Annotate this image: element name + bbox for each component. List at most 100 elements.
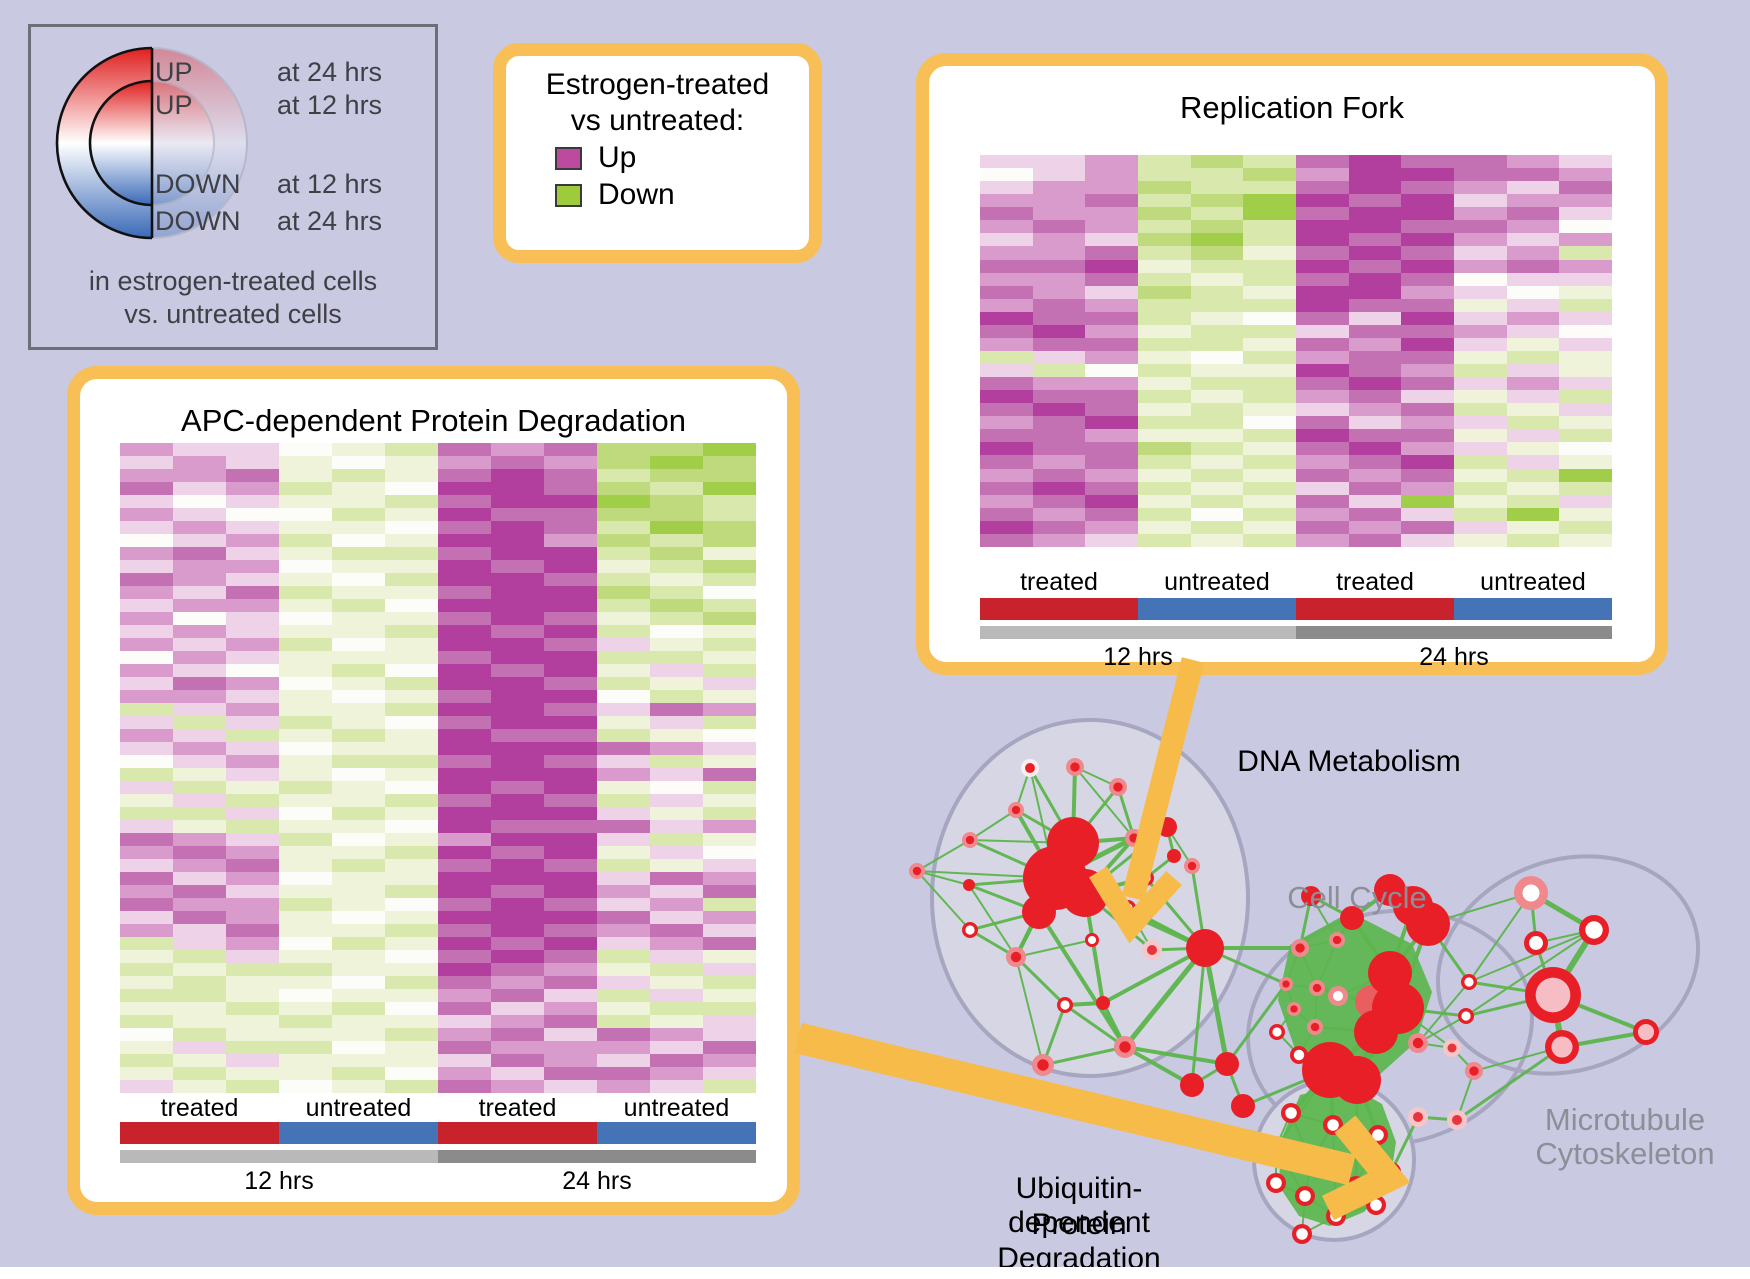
rf-24hrs-label: 24 hrs [1419,643,1489,671]
heatmap-row [120,729,756,742]
heatmap-row [120,963,756,976]
network-node-core [1087,935,1097,945]
apc-12hrs-label: 12 hrs [244,1167,314,1195]
network-node-core [1272,1027,1282,1037]
network-node-core [1413,1112,1423,1122]
heatmap-row [120,1028,756,1041]
network-node [1022,895,1056,929]
rf-bar-treated-12 [980,598,1138,620]
network-edge [1225,983,1288,1065]
network-edge [1042,1045,1126,1067]
heatmap-row [980,259,1613,273]
rf-group-label-untreated-12: untreated [1164,568,1270,596]
heatmap-row [120,690,756,703]
network-node-core [1461,1011,1471,1021]
microtubule-label-line1: Microtubule [1544,1102,1706,1137]
network-node-core [1310,1022,1320,1032]
network-node [1186,929,1224,967]
network-node-core [1025,763,1035,773]
heatmap-row [120,859,756,872]
panel-to-cluster-arrow [1121,657,1205,901]
heatmap-row [980,207,1613,221]
up-color-swatch [555,147,582,170]
apc-bar-treated-12 [120,1122,279,1144]
network-node-core [965,835,975,845]
heatmap-row [980,233,1613,247]
network-node-core [1332,935,1342,945]
heatmap-row [980,155,1613,169]
network-node [1406,902,1450,946]
heatmap-row [120,885,756,898]
network-edge [1014,955,1067,1007]
network-edge [1468,892,1532,983]
cluster-ellipse [1435,854,1701,1076]
network-edge [1389,1116,1420,1173]
network-node-core [1327,1119,1339,1131]
arrowhead [1089,866,1182,944]
heatmap-row [980,220,1613,234]
heatmap-row [120,911,756,924]
heatmap-row [120,833,756,846]
network-edge [1037,910,1127,1049]
network-node-core [1522,884,1540,902]
network-node-core [1412,1037,1424,1049]
network-node [1231,1094,1255,1118]
network-node-core [1452,1115,1462,1125]
network-edge [1190,947,1207,1086]
apc-title: APC-dependent Protein Degradation [181,403,686,438]
heatmap-row [120,651,756,664]
heatmap-row [980,403,1613,417]
heatmap-row [120,1041,756,1054]
heatmap-row [120,1080,756,1093]
network-node-core [1285,1107,1297,1119]
network-edge [1124,1045,1228,1066]
replication-fork-title: Replication Fork [1180,90,1404,125]
heatmap-row [980,194,1613,208]
rf-bar-untreated-24 [1454,598,1612,620]
network-node-core [1464,977,1474,987]
legend-at-24: at 24 hrs [277,57,383,87]
network-edge [1015,939,1093,958]
rf-bar-12hrs [980,626,1296,639]
heatmap-row [980,350,1613,364]
color-legend-panel [493,43,822,263]
network-edge [916,870,970,886]
network-edge [1123,946,1207,1049]
heatmap-row [980,311,1613,325]
network-node [1180,1073,1204,1097]
panel-to-cluster-arrow [794,1022,1356,1186]
heatmap-row [120,456,756,469]
heatmap-row [980,168,1613,182]
heatmap-row [120,664,756,677]
dna-metabolism-label: DNA Metabolism [1237,745,1461,778]
apc-group-label-untreated-12: untreated [305,1094,412,1122]
microtubule-label-line2: Cytoskeleton [1535,1136,1715,1171]
network-node-core [1312,983,1322,993]
apc-bar-12hrs [120,1150,438,1163]
network-node-core [965,925,975,935]
network-node-core [1187,861,1197,871]
network-node-core [1447,1043,1457,1053]
network-node-core [1296,1228,1308,1240]
heatmap-row [120,846,756,859]
heatmap-row [980,246,1613,260]
color-legend-line1: Estrogen-treated [545,68,770,101]
heatmap-row [120,1015,756,1028]
apc-group-label-treated-24: treated [478,1094,557,1122]
rf-group-label-untreated-24: untreated [1480,568,1586,596]
network-edge [1465,929,1595,1017]
bottom-white-strip [0,1267,1750,1279]
heatmap-row [120,1067,756,1080]
network-edge [1124,1045,1193,1087]
heatmap-row [120,638,756,651]
heatmap-row [980,533,1613,547]
heatmap-row [120,482,756,495]
network-node-core [1070,762,1080,772]
network-node-core [1535,977,1571,1013]
network-node-core [1551,1036,1573,1058]
network-edge [916,839,971,872]
network-node-core [1147,945,1157,955]
network-edge [1102,946,1206,1005]
